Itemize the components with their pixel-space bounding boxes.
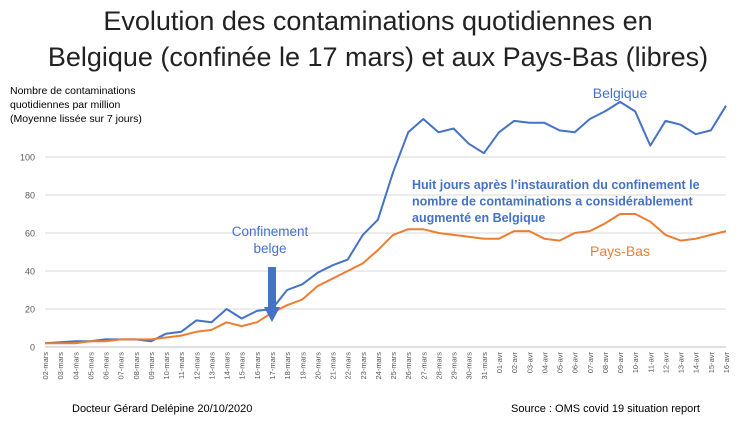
- x-tick-label: 10-mars: [162, 352, 171, 380]
- x-tick-label: 21-mars: [329, 352, 338, 380]
- x-tick-label: 26-mars: [404, 352, 413, 380]
- x-tick-label: 17-mars: [268, 352, 277, 380]
- x-tick-label: 13-avr: [677, 352, 686, 374]
- series-label-belgique: Belgique: [593, 85, 648, 101]
- x-tick-label: 11-avr: [646, 351, 655, 372]
- x-tick-label: 24-mars: [374, 352, 383, 380]
- x-tick-label: 27-mars: [419, 352, 428, 380]
- x-tick-label: 15-avr: [707, 352, 716, 374]
- x-tick-label: 06-mars: [102, 352, 111, 380]
- x-tick-label: 13-mars: [207, 352, 216, 380]
- y-axis-label: Nombre de contaminations quotidiennes pa…: [10, 84, 142, 126]
- x-tick-label: 16-avr: [722, 352, 731, 374]
- x-tick-label: 18-mars: [283, 352, 292, 380]
- chart-title-line2: Belgique (confinée le 17 mars) et aux Pa…: [47, 42, 709, 72]
- y-tick-label: 40: [25, 267, 35, 277]
- annotation-note-line: Huit jours après l’instauration du confi…: [412, 178, 700, 192]
- x-tick-label: 15-mars: [238, 352, 247, 380]
- x-tick-label: 09-avr: [616, 352, 625, 374]
- y-axis-label-line3: (Moyenne lissée sur 7 jours): [10, 113, 142, 125]
- series-label-pays-bas: Pays-Bas: [590, 243, 650, 259]
- x-tick-label: 05-avr: [556, 352, 565, 374]
- annotation-confinement-text: Confinement: [232, 224, 309, 239]
- x-tick-label: 08-avr: [601, 352, 610, 374]
- x-tick-label: 10-avr: [631, 352, 640, 374]
- x-tick-label: 05-mars: [86, 352, 95, 380]
- x-tick-label: 12-mars: [192, 352, 201, 380]
- x-tick-label: 11-mars: [177, 352, 186, 379]
- x-tick-label: 29-mars: [450, 352, 459, 380]
- x-tick-label: 03-mars: [56, 352, 65, 380]
- annotation-note-line: nombre de contaminations a considérablem…: [412, 195, 693, 209]
- x-tick-label: 07-mars: [117, 352, 126, 380]
- x-tick-label: 14-mars: [223, 352, 232, 380]
- annotation-arrow-head: [264, 307, 280, 322]
- series-line-belgique: [44, 100, 727, 345]
- y-axis-label-line1: Nombre de contaminations: [10, 85, 136, 97]
- y-tick-label: 0: [30, 343, 35, 353]
- x-tick-label: 30-mars: [465, 352, 474, 380]
- annotation-confinement-text: belge: [253, 241, 286, 256]
- footer-author: Docteur Gérard Delépine 20/10/2020: [72, 403, 253, 415]
- y-tick-label: 60: [25, 229, 35, 239]
- y-tick-label: 100: [20, 153, 35, 163]
- x-tick-label: 14-avr: [692, 352, 701, 374]
- x-tick-label: 03-avr: [525, 352, 534, 374]
- x-tick-label: 20-mars: [313, 352, 322, 380]
- x-tick-label: 06-avr: [571, 352, 580, 374]
- series-line-pays-bas: [45, 213, 727, 345]
- x-tick-label: 28-mars: [434, 352, 443, 380]
- x-tick-label: 02-mars: [41, 352, 50, 380]
- x-tick-label: 19-mars: [298, 352, 307, 380]
- x-tick-label: 07-avr: [586, 352, 595, 374]
- footer-source: Source : OMS covid 19 situation report: [511, 403, 700, 415]
- x-tick-label: 09-mars: [147, 352, 156, 380]
- x-tick-label: 08-mars: [132, 352, 141, 380]
- annotation-note-line: augmenté en Belgique: [412, 211, 545, 225]
- x-tick-label: 31-mars: [480, 352, 489, 380]
- chart-title-line1: Evolution des contaminations quotidienne…: [103, 6, 653, 36]
- y-tick-label: 20: [25, 305, 35, 315]
- x-tick-label: 04-mars: [71, 352, 80, 380]
- y-tick-label: 80: [25, 191, 35, 201]
- x-tick-label: 22-mars: [344, 352, 353, 380]
- y-axis-label-line2: quotidiennes par million: [10, 99, 121, 111]
- x-tick-label: 16-mars: [253, 352, 262, 380]
- x-tick-label: 01-avr: [495, 352, 504, 374]
- x-tick-label: 25-mars: [389, 352, 398, 380]
- x-tick-label: 23-mars: [359, 352, 368, 380]
- x-tick-label: 04-avr: [540, 352, 549, 374]
- x-tick-label: 02-avr: [510, 352, 519, 374]
- annotation-arrow-shaft: [268, 267, 276, 307]
- x-tick-label: 12-avr: [661, 352, 670, 374]
